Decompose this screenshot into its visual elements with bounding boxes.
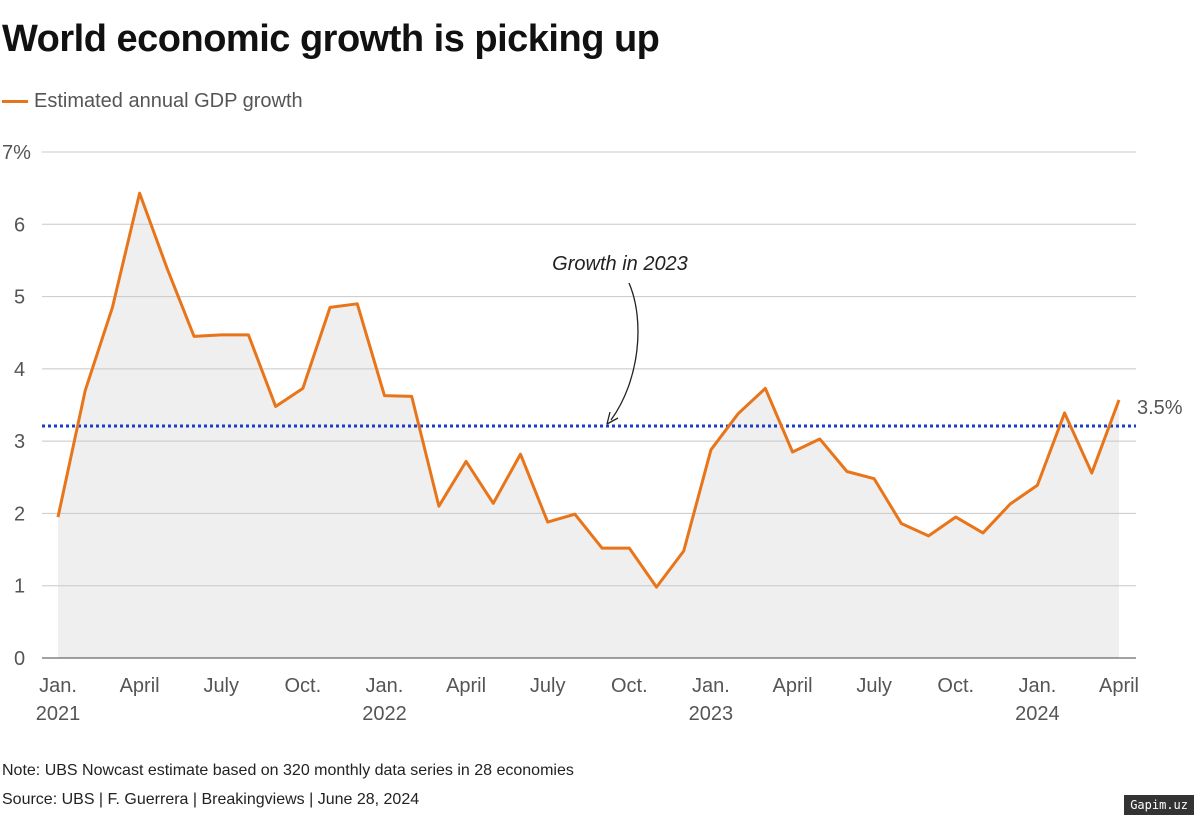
chart-title: World economic growth is picking up: [2, 18, 660, 60]
x-tick-label: Oct.: [285, 675, 322, 697]
x-tick-label: Jan.: [39, 675, 77, 697]
x-tick-label: April: [773, 675, 813, 697]
y-tick-label: 0: [14, 648, 25, 670]
x-tick-label: Jan.: [1018, 675, 1056, 697]
area-fill: [58, 193, 1119, 658]
x-tick-label: Oct.: [611, 675, 648, 697]
y-tick-label: 7%: [2, 142, 31, 164]
x-tick-label: April: [120, 675, 160, 697]
series-line: [56, 191, 1121, 589]
legend-label: Estimated annual GDP growth: [34, 90, 303, 112]
x-tick-label: July: [530, 675, 566, 697]
x-tick-year: 2024: [1015, 703, 1060, 725]
y-tick-label: 3: [14, 431, 25, 453]
x-tick-label: Jan.: [366, 675, 404, 697]
y-tick-label: 6: [14, 214, 25, 236]
annotation-arrow: [610, 282, 639, 421]
arrow-head-icon: [606, 411, 619, 425]
x-tick-label: July: [203, 675, 239, 697]
y-tick-label: 2: [14, 503, 25, 525]
x-tick-year: 2022: [362, 703, 407, 725]
y-tick-label: 4: [14, 359, 25, 381]
x-tick-year: 2021: [36, 703, 81, 725]
x-tick-label: July: [856, 675, 892, 697]
x-tick-label: April: [1099, 675, 1139, 697]
legend-swatch: [2, 100, 28, 103]
chart-note: Note: UBS Nowcast estimate based on 320 …: [2, 762, 574, 779]
chart-source: Source: UBS | F. Guerrera | Breakingview…: [2, 791, 420, 808]
annotation-label: Growth in 2023: [552, 253, 688, 275]
x-tick-label: April: [446, 675, 486, 697]
y-tick-label: 1: [14, 576, 25, 598]
y-tick-label: 5: [14, 287, 25, 309]
legend: Estimated annual GDP growth: [2, 90, 303, 113]
watermark: Gapim.uz: [1124, 795, 1194, 815]
x-tick-label: Jan.: [692, 675, 730, 697]
x-tick-label: Oct.: [937, 675, 974, 697]
x-tick-year: 2023: [689, 703, 734, 725]
end-value-label: 3.5%: [1137, 397, 1183, 419]
